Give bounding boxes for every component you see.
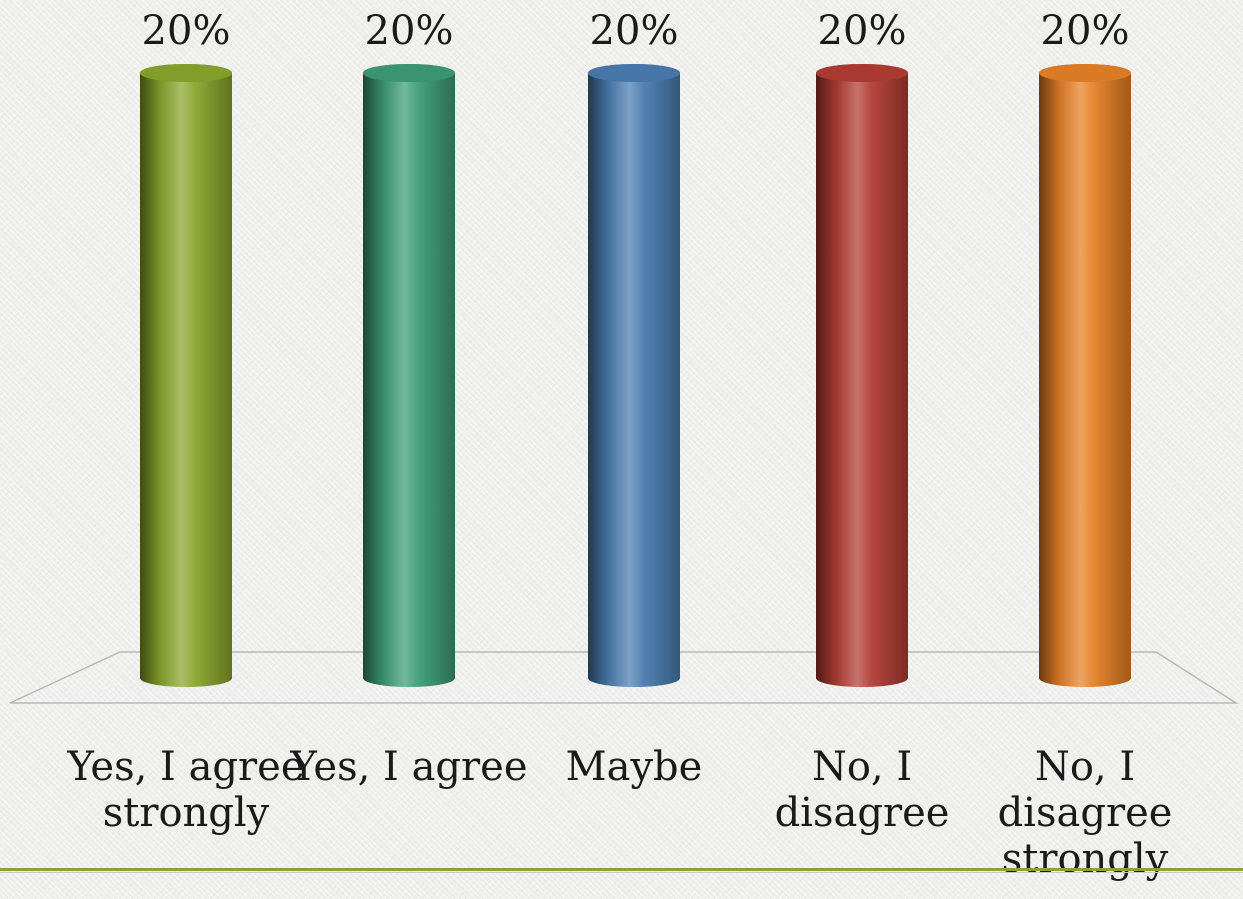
bar-1 — [363, 64, 455, 687]
category-label-2: Maybe — [566, 744, 703, 790]
data-label-1: 20% — [365, 8, 454, 54]
bar-3 — [816, 64, 908, 687]
footer-rule — [0, 868, 1243, 871]
bar-cap-0 — [140, 64, 232, 82]
bar-cap-3 — [816, 64, 908, 82]
data-label-2: 20% — [590, 8, 679, 54]
bar-2 — [588, 64, 680, 687]
bar-series — [140, 64, 1131, 687]
chart-floor — [9, 651, 1239, 704]
category-label-0: Yes, I agree strongly — [67, 744, 305, 836]
data-label-4: 20% — [1041, 8, 1130, 54]
bar-cap-2 — [588, 64, 680, 82]
bar-cap-1 — [363, 64, 455, 82]
data-label-0: 20% — [142, 8, 231, 54]
bar-4 — [1039, 64, 1131, 687]
bar-cap-4 — [1039, 64, 1131, 82]
data-labels: 20% 20% 20% 20% 20% — [142, 8, 1130, 54]
footer-rule-shadow — [0, 872, 1243, 873]
data-label-3: 20% — [818, 8, 907, 54]
category-label-1: Yes, I agree — [290, 744, 528, 790]
bar-0 — [140, 64, 232, 687]
